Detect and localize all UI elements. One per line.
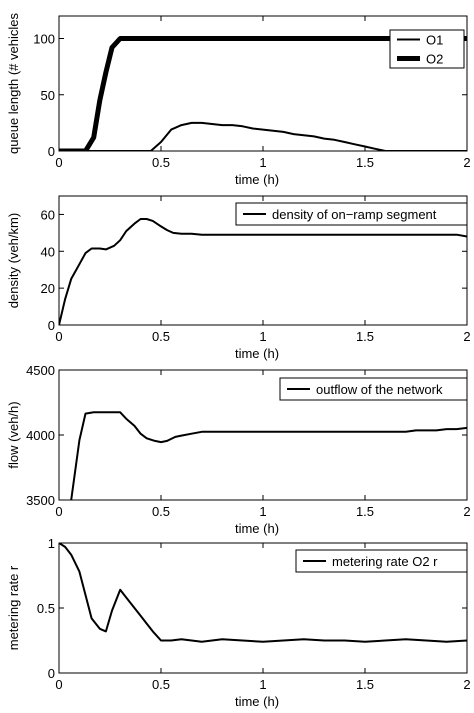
y-tick-label: 20 <box>41 281 55 296</box>
x-axis-label: time (h) <box>235 346 279 361</box>
x-tick-label: 1 <box>259 329 266 344</box>
x-tick-label: 1.5 <box>356 329 374 344</box>
y-tick-label: 0 <box>48 666 55 681</box>
x-tick-label: 1 <box>259 504 266 519</box>
legend: outflow of the network <box>279 377 468 401</box>
y-tick-label: 0 <box>48 144 55 159</box>
x-axis-label: time (h) <box>235 172 279 187</box>
y-tick-label: 40 <box>41 244 55 259</box>
x-tick-label: 1.5 <box>356 155 374 170</box>
series-line-1 <box>59 543 467 643</box>
legend-label-1: metering rate O2 r <box>332 554 438 569</box>
y-tick-label: 60 <box>41 207 55 222</box>
legend: metering rate O2 r <box>295 549 468 573</box>
chart-panel-1: 0 0.5 1 1.5 2 0 50 100 time (h) queue length (# v… <box>6 13 471 187</box>
legend-label-1: outflow of the network <box>316 382 443 397</box>
series-line-2 <box>59 36 467 151</box>
y-tick-label: 1 <box>48 536 55 551</box>
x-tick-label: 0 <box>55 329 62 344</box>
y-axis-label: queue length (# vehicles <box>6 13 21 154</box>
x-tick-label: 0 <box>55 677 62 692</box>
legend-label-2: O2 <box>426 52 443 67</box>
series-line-1 <box>59 121 467 151</box>
x-axis-label: time (h) <box>235 521 279 536</box>
y-tick-label: 100 <box>33 32 55 47</box>
axes-frame <box>58 542 468 674</box>
x-tick-label: 2 <box>463 504 470 519</box>
y-tick-label: 3500 <box>26 493 55 508</box>
series-line-1 <box>70 411 467 500</box>
x-tick-label: 0.5 <box>152 504 170 519</box>
legend-box <box>279 377 468 401</box>
legend-box <box>389 29 465 69</box>
series-line-1 <box>59 218 467 325</box>
y-tick-label: 4500 <box>26 363 55 378</box>
x-axis-label: time (h) <box>235 694 279 709</box>
x-tick-label: 2 <box>463 329 470 344</box>
y-tick-label: 0 <box>48 318 55 333</box>
legend-label-1: density of on−ramp segment <box>272 207 437 222</box>
x-tick-label: 1 <box>259 677 266 692</box>
x-tick-label: 1 <box>259 155 266 170</box>
legend-box <box>295 549 468 573</box>
y-tick-label: 4000 <box>26 428 55 443</box>
x-tick-label: 0 <box>55 504 62 519</box>
x-tick-label: 0 <box>55 155 62 170</box>
y-axis-label: metering rate r <box>6 565 21 650</box>
y-axis-label: flow (veh/h) <box>6 401 21 468</box>
x-tick-label: 1.5 <box>356 504 374 519</box>
legend: density of on−ramp segment <box>235 202 468 226</box>
y-tick-label: 0.5 <box>37 601 55 616</box>
axes-frame <box>58 195 468 326</box>
y-tick-label: 50 <box>41 88 55 103</box>
x-tick-label: 2 <box>463 677 470 692</box>
legend-label-1: O1 <box>426 33 443 48</box>
y-axis-label: density (veh/km) <box>6 213 21 308</box>
axes-frame <box>58 369 468 501</box>
x-tick-label: 1.5 <box>356 677 374 692</box>
legend-box <box>235 202 468 226</box>
x-tick-label: 0.5 <box>152 677 170 692</box>
x-tick-label: 0.5 <box>152 329 170 344</box>
x-tick-label: 0.5 <box>152 155 170 170</box>
x-tick-label: 2 <box>463 155 470 170</box>
chart-panel-4: 0 0.5 1 1.5 2 0 0.5 1 time (h) metering rate r met… <box>6 536 471 709</box>
axes-frame <box>58 15 468 152</box>
chart-panel-3: 0 0.5 1 1.5 2 3500 4000 4500 time (h) flow (veh/h… <box>6 363 471 536</box>
